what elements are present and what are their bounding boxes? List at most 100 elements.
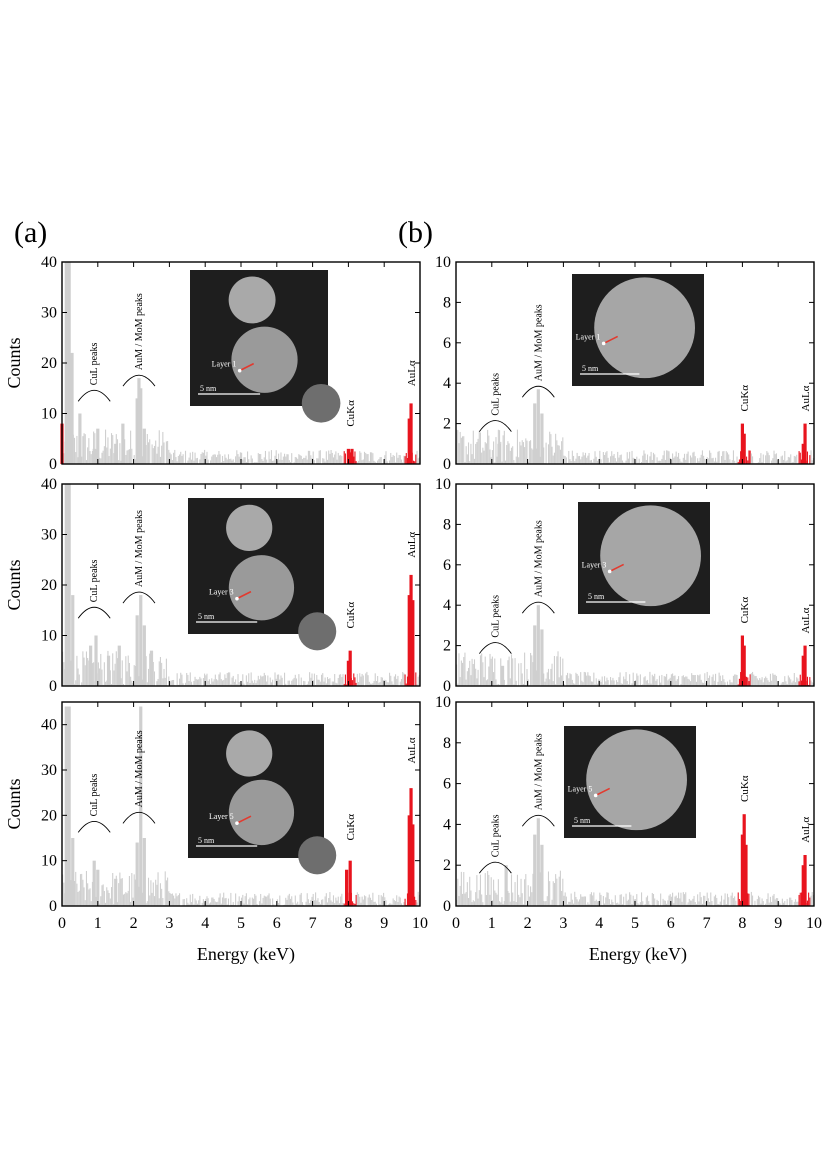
peak-bar bbox=[803, 645, 807, 686]
peak-bar bbox=[106, 655, 111, 686]
annotation-label: AuM / MoM peaks bbox=[533, 520, 544, 597]
peak-bar bbox=[801, 865, 805, 906]
x-tick-label: 4 bbox=[201, 915, 209, 932]
y-tick-label: 0 bbox=[49, 456, 57, 473]
annotation: AuM / MoM peaks bbox=[521, 304, 555, 398]
y-tick-label: 40 bbox=[41, 476, 57, 493]
annotation-label: AuLα bbox=[406, 737, 418, 763]
y-axis-label: Counts bbox=[4, 778, 24, 829]
x-tick-label: 1 bbox=[94, 915, 102, 932]
y-tick-label: 40 bbox=[41, 254, 57, 271]
annotation-label: CuL peaks bbox=[89, 343, 100, 386]
x-tick-label: 3 bbox=[165, 915, 173, 932]
peak-bar bbox=[135, 398, 139, 464]
nanoparticle bbox=[594, 277, 695, 379]
y-tick-label: 0 bbox=[49, 898, 57, 915]
peak-bar bbox=[348, 650, 352, 686]
y-tick-label: 6 bbox=[443, 776, 451, 793]
probe-line bbox=[236, 590, 252, 600]
peak-bar bbox=[139, 706, 143, 906]
annotation-bracket bbox=[521, 601, 555, 614]
peak-bar bbox=[801, 655, 805, 686]
probe-point bbox=[235, 596, 239, 601]
x-tick-label: 2 bbox=[130, 915, 138, 932]
y-tick-label: 10 bbox=[435, 694, 451, 711]
x-tick-label: 5 bbox=[631, 915, 639, 932]
peak-bar bbox=[803, 855, 807, 906]
peak-bar bbox=[740, 423, 744, 464]
annotation-bracket bbox=[521, 385, 555, 398]
peak-bar bbox=[540, 629, 544, 686]
probe-point bbox=[601, 341, 606, 346]
peak-bar bbox=[89, 645, 93, 686]
peak-bar bbox=[71, 838, 75, 906]
probe-point bbox=[235, 821, 239, 825]
annotation-label: AuLα bbox=[800, 817, 812, 843]
peak-bar bbox=[345, 869, 349, 906]
stem-inset-image: Layer 3 5 nm bbox=[578, 502, 710, 614]
probe-point bbox=[237, 368, 242, 373]
x-tick-label: 4 bbox=[595, 915, 603, 932]
spectrum-panel-b1: 0 2 4 6 8 10 CuL peaks AuM / MoM peaks CuKα AuLα L… bbox=[435, 254, 815, 473]
peak-bar bbox=[533, 625, 537, 686]
annotation-label: AuM / MoM peaks bbox=[533, 304, 544, 381]
annotation-label: CuKα bbox=[345, 602, 357, 629]
x-tick-label: 9 bbox=[380, 915, 388, 932]
peak-bar bbox=[114, 878, 118, 906]
y-tick-label: 8 bbox=[443, 516, 451, 533]
y-tick-label: 40 bbox=[41, 717, 57, 734]
scale-bar-label: 5 nm bbox=[574, 816, 591, 825]
probe-line bbox=[236, 815, 252, 824]
annotation-label: CuKα bbox=[345, 814, 357, 841]
peak-bar bbox=[504, 865, 508, 906]
annotation: AuM / MoM peaks bbox=[122, 730, 156, 824]
peak-bar bbox=[500, 665, 505, 686]
noise-bars bbox=[456, 870, 814, 906]
noise-bars bbox=[62, 650, 420, 686]
annotation-label: AuLα bbox=[406, 532, 418, 558]
annotation-label: CuL peaks bbox=[89, 559, 100, 602]
peak-bar bbox=[350, 448, 354, 464]
annotation-bracket bbox=[479, 420, 512, 432]
x-tick-label: 7 bbox=[703, 915, 711, 932]
annotation: CuKα bbox=[739, 775, 751, 802]
annotation: AuLα bbox=[406, 360, 418, 386]
scale-bar-label: 5 nm bbox=[588, 592, 605, 601]
annotation-label: AuM / MoM peaks bbox=[134, 293, 145, 370]
annotation: CuKα bbox=[345, 400, 357, 427]
peak-bar bbox=[92, 448, 96, 464]
annotation: CuKα bbox=[739, 385, 751, 412]
annotation-label: CuL peaks bbox=[490, 373, 501, 416]
y-tick-label: 8 bbox=[443, 735, 451, 752]
x-tick-label: 6 bbox=[273, 915, 281, 932]
annotation: CuL peaks bbox=[479, 814, 512, 874]
annotation: CuL peaks bbox=[479, 373, 512, 432]
y-tick-label: 2 bbox=[443, 857, 451, 874]
nanoparticle bbox=[226, 504, 273, 552]
y-tick-label: 4 bbox=[443, 375, 451, 392]
x-tick-label: 0 bbox=[452, 915, 460, 932]
annotation: AuM / MoM peaks bbox=[521, 520, 555, 614]
annotation-label: CuL peaks bbox=[490, 595, 501, 638]
probe-line bbox=[609, 563, 625, 573]
annotation-label: CuKα bbox=[739, 775, 751, 802]
peak-bar bbox=[92, 860, 96, 906]
annotation-label: CuKα bbox=[739, 385, 751, 412]
x-tick-label: 1 bbox=[488, 915, 496, 932]
x-tick-label: 8 bbox=[344, 915, 352, 932]
peak-bar bbox=[407, 595, 411, 686]
y-tick-label: 2 bbox=[443, 416, 451, 433]
peak-bar bbox=[137, 378, 141, 464]
probe-line bbox=[603, 335, 619, 345]
peak-bar bbox=[67, 706, 71, 906]
annotation-bracket bbox=[479, 642, 512, 654]
y-tick-label: 30 bbox=[41, 305, 57, 322]
peak-bar bbox=[409, 574, 413, 686]
scale-bar-label: 5 nm bbox=[582, 364, 599, 373]
annotation: CuL peaks bbox=[77, 343, 111, 402]
peak-bar bbox=[67, 484, 71, 686]
probe-point bbox=[593, 793, 598, 798]
peak-bar bbox=[540, 413, 544, 464]
y-tick-label: 6 bbox=[443, 335, 451, 352]
